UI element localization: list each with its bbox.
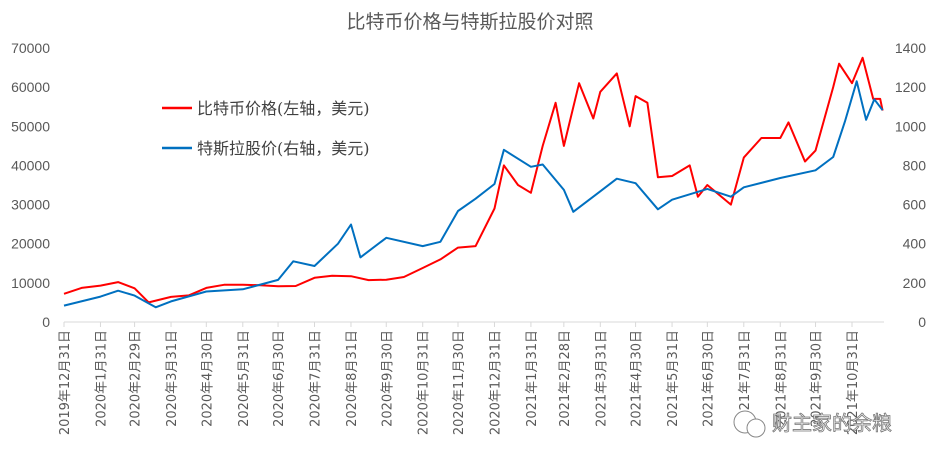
x-tick-label: 2021年8月31日 [774,330,789,427]
y-right-tick-label: 200 [903,275,927,291]
x-tick-label: 2020年10月31日 [417,330,432,435]
y-right-tick-label: 0 [918,314,926,330]
y-right-tick-label: 1000 [895,118,926,134]
x-tick-label: 2021年6月30日 [701,330,716,427]
watermark-text: 财主家的余粮 [772,411,892,435]
x-tick-label: 2021年2月28日 [558,330,573,427]
y-right-tick-label: 800 [903,157,927,173]
x-tick-label: 2021年9月30日 [810,330,825,427]
x-tick-label: 2021年1月31日 [525,330,540,427]
x-tick-label: 2020年7月31日 [309,330,324,427]
y-left-tick-label: 70000 [11,40,50,56]
y-left-tick-label: 30000 [11,197,50,213]
x-tick-label: 2020年9月30日 [380,330,395,427]
x-tick-label: 2020年12月31日 [488,330,503,435]
y-left-tick-label: 60000 [11,79,50,95]
tesla-price-line [63,80,884,309]
y-left-tick-label: 10000 [11,275,50,291]
x-tick-label: 2020年8月31日 [345,330,360,427]
y-right-tick-label: 400 [903,236,927,252]
x-tick-label: 2020年3月31日 [165,330,180,427]
y-left-tick-label: 40000 [11,157,50,173]
x-tick-label: 2021年3月31日 [594,330,609,427]
x-tick-label: 2021年10月31日 [846,330,861,435]
legend: 比特币价格(左轴，美元) 特斯拉股价(右轴，美元) [162,99,370,158]
watermark: 财主家的余粮 [733,410,892,438]
x-tick-label: 2020年6月30日 [272,330,287,427]
y-left-tick-label: 20000 [11,236,50,252]
x-tick-label: 2020年11月30日 [452,330,467,435]
x-tick-label: 2021年4月30日 [630,330,645,427]
x-tick-label: 2020年2月29日 [129,330,144,427]
x-tick-label: 2021年5月31日 [666,330,681,427]
legend-label-tesla: 特斯拉股价(右轴，美元) [197,139,370,158]
y-right-tick-label: 600 [903,197,927,213]
x-tick-label: 2021年7月31日 [738,330,753,427]
y-left-tick-label: 0 [42,314,50,330]
x-tick-label: 2020年1月31日 [94,330,109,427]
chart-title: 比特币价格与特斯拉股价对照 [346,11,593,33]
x-tick-label: 2020年5月31日 [237,330,252,427]
x-tick-label: 2019年12月31日 [58,330,73,435]
y-right-tick-label: 1200 [895,79,926,95]
bitcoin-price-line [63,56,884,304]
y-right-tick-label: 1400 [895,40,926,56]
y-left-tick-label: 50000 [11,118,50,134]
legend-label-bitcoin: 比特币价格(左轴，美元) [197,99,370,118]
x-tick-label: 2020年4月30日 [200,330,215,427]
